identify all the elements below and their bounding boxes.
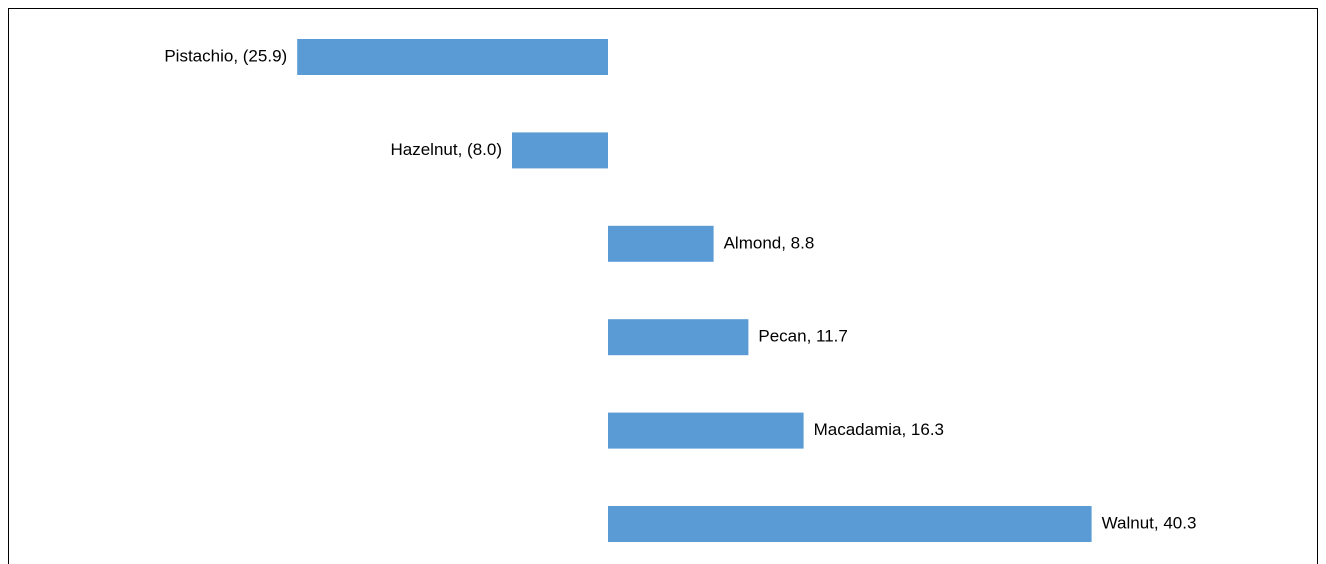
bar — [608, 506, 1092, 542]
bar — [512, 132, 608, 169]
data-label: Walnut, 40.3 — [1102, 513, 1197, 532]
bar — [297, 39, 608, 75]
chart-frame — [8, 8, 1318, 564]
bar — [608, 412, 804, 449]
data-label: Pistachio, (25.9) — [164, 46, 287, 65]
bar — [608, 225, 714, 262]
data-label: Pecan, 11.7 — [758, 327, 847, 346]
data-label: Macadamia, 16.3 — [814, 420, 944, 439]
data-label: Hazelnut, (8.0) — [391, 140, 503, 159]
data-label: Almond, 8.8 — [724, 233, 815, 252]
bar — [608, 319, 749, 356]
